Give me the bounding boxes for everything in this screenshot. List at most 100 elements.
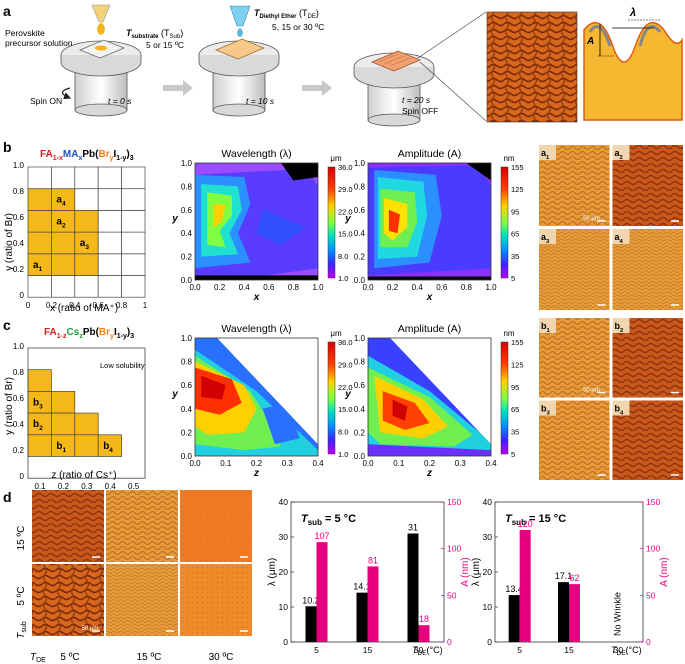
amplitude-map-c: Amplitude (A) 0.0 0.1 0.2 0.3 0.4 0.0 0.2 0.4 0.6… — [344, 323, 523, 479]
x-tick-label: 0.0 — [189, 459, 201, 468]
y-tick-label: 0 — [487, 637, 492, 647]
x-tick-label: 0.0 — [189, 283, 201, 292]
panel-label-d: d — [3, 489, 12, 505]
grid-cell — [74, 188, 99, 211]
chart-xlabel: TDE(°C) — [611, 645, 642, 657]
bar-chart-tsub-15: Tsub = 15 °C 0 10 20 30 40 0 50 100 150 λ (μm) A (n… — [471, 497, 670, 657]
y-tick-label: 0.8 — [13, 187, 25, 196]
bar-value-label: 120 — [518, 519, 533, 529]
grid-cell — [74, 412, 99, 436]
y-tick-label: 0.0 — [181, 452, 193, 461]
colorbar-tick: 95 — [511, 383, 519, 392]
bar-value-label: 17.1 — [555, 571, 573, 581]
y-tick-label: 0 — [283, 637, 288, 647]
x-tick-label: 5 — [314, 645, 319, 655]
sample-point-label: b3 — [33, 397, 43, 410]
bar-lambda — [407, 533, 419, 642]
micrograph-label: a2 — [615, 148, 624, 161]
y2-tick-label: 50 — [646, 590, 656, 600]
colorbar-tick: 65 — [511, 230, 519, 239]
x-tick-label: 0.2 — [424, 459, 436, 468]
colorbar-tick: 95 — [511, 207, 519, 216]
y-tick-label: 0.6 — [354, 381, 366, 390]
y2-tick-label: 150 — [447, 497, 461, 507]
time-10: t = 10 s — [246, 96, 275, 106]
colorbar-tick: 22.0 — [338, 207, 353, 216]
colorbar-tick: 5 — [511, 450, 515, 459]
y-tick-label: 1.0 — [13, 161, 25, 170]
x-tick-label: 30 — [414, 645, 424, 655]
colorbar — [500, 341, 509, 455]
y-tick-label: 10 — [483, 602, 493, 612]
y-tick-label: 1.0 — [181, 159, 193, 168]
colorbar-unit: μm — [330, 329, 342, 338]
grid-cell — [121, 275, 146, 298]
composition-grid-c: b3 b2 b1 b4 0.1 0.2 0.3 0.4 0.5 0 0.2 0.4 0.6 0.8 1.0 — [13, 342, 146, 491]
y-tick-label: 1.0 — [181, 334, 193, 343]
grid-cell — [27, 188, 52, 211]
bar-value-label: 107 — [314, 531, 329, 541]
map-xlabel: z — [426, 468, 432, 479]
row-label-15: 15 ºC — [16, 526, 27, 551]
micrograph-label: b1 — [541, 321, 551, 334]
y-tick-label: 0.2 — [354, 428, 366, 437]
map-title: Wavelength (λ) — [221, 148, 291, 160]
spin-coater-1 — [60, 4, 142, 117]
micrograph — [32, 564, 104, 636]
spin-off-label: Spin OFF — [402, 106, 438, 116]
x-tick-label: 0.8 — [288, 283, 300, 292]
x-tick-label: 0.2 — [58, 482, 70, 491]
grid-cell — [74, 166, 99, 190]
colorbar-tick: 155 — [511, 163, 524, 172]
formula-c: FA1-zCszPb(BryI1-y)3 — [44, 327, 134, 340]
grid-cell — [74, 434, 99, 457]
contour-region — [392, 399, 408, 421]
grid-cell — [97, 166, 122, 190]
micrograph-label-bg — [539, 400, 556, 416]
x-tick-label: 0 — [26, 301, 31, 310]
y-tick-label: 0.8 — [354, 182, 366, 191]
micrograph-label: a1 — [541, 148, 550, 161]
grid-cell — [74, 275, 99, 298]
y-tick-label: 0.6 — [13, 213, 25, 222]
spin-on-label: Spin ON — [30, 96, 62, 106]
x-tick-label: 0.0 — [362, 459, 374, 468]
y-tick-label: 1.0 — [354, 334, 366, 343]
bar-amplitude — [569, 584, 580, 642]
amplitude-map-b: Amplitude (A) 0.0 0.2 0.4 0.6 0.8 1.0 0.0 0.2 0.4… — [344, 148, 523, 303]
bar-amplitude — [519, 530, 531, 642]
grid-cell — [51, 391, 76, 414]
micrograph-label-bg — [612, 145, 630, 160]
grid-cell — [97, 275, 122, 298]
spin-coater-2 — [198, 5, 280, 117]
amplitude-symbol: A — [586, 36, 594, 47]
micrograph-label-bg — [539, 318, 556, 333]
chart-title: Tsub = 5 °C — [301, 513, 356, 527]
grid-cell — [121, 210, 146, 233]
colorbar-tick: 29.0 — [338, 185, 353, 194]
colorbar-tick: 15.0 — [338, 405, 353, 414]
y-tick-label: 0.6 — [181, 381, 193, 390]
panel-label-c: c — [3, 317, 11, 333]
y-tick-label: 0.8 — [354, 358, 366, 367]
wavelength-map-c: Wavelength (λ) 0.0 0.1 0.2 0.3 0.4 0.0 0.2 0.4 0.… — [171, 323, 352, 479]
x-tick-label: 0.8 — [116, 301, 128, 310]
scale-bar-label: 50 μm — [82, 626, 99, 632]
y-tick-label: 0 — [20, 291, 25, 300]
grid-cell — [51, 231, 76, 255]
x-tick-label: 0.6 — [263, 283, 275, 292]
micrograph-label: b3 — [541, 404, 551, 417]
micrograph-label-bg — [539, 145, 556, 160]
bar-value-label: 10.2 — [302, 595, 320, 605]
y-tick-label: 20 — [483, 567, 493, 577]
colorbar-tick: 15.0 — [338, 230, 353, 239]
xlabel-b: x (ratio of MA⁺) — [50, 303, 118, 314]
precursor-label-2: precursor solution — [5, 38, 73, 48]
colorbar-tick: 155 — [511, 338, 524, 347]
colorbar-tick: 35 — [511, 252, 519, 261]
sample-point-label: a2 — [56, 216, 66, 229]
y2-tick-label: 50 — [447, 590, 457, 600]
composition-grid-b: a4 a2 a3 a1 0 0.2 0.4 0.6 0.8 1 0 0.2 0.4 0.6 0.8 1.0 — [13, 161, 148, 310]
precursor-label: Perovskite — [5, 28, 45, 38]
no-wrinkle-annotation: No Wrinkle — [612, 592, 622, 636]
